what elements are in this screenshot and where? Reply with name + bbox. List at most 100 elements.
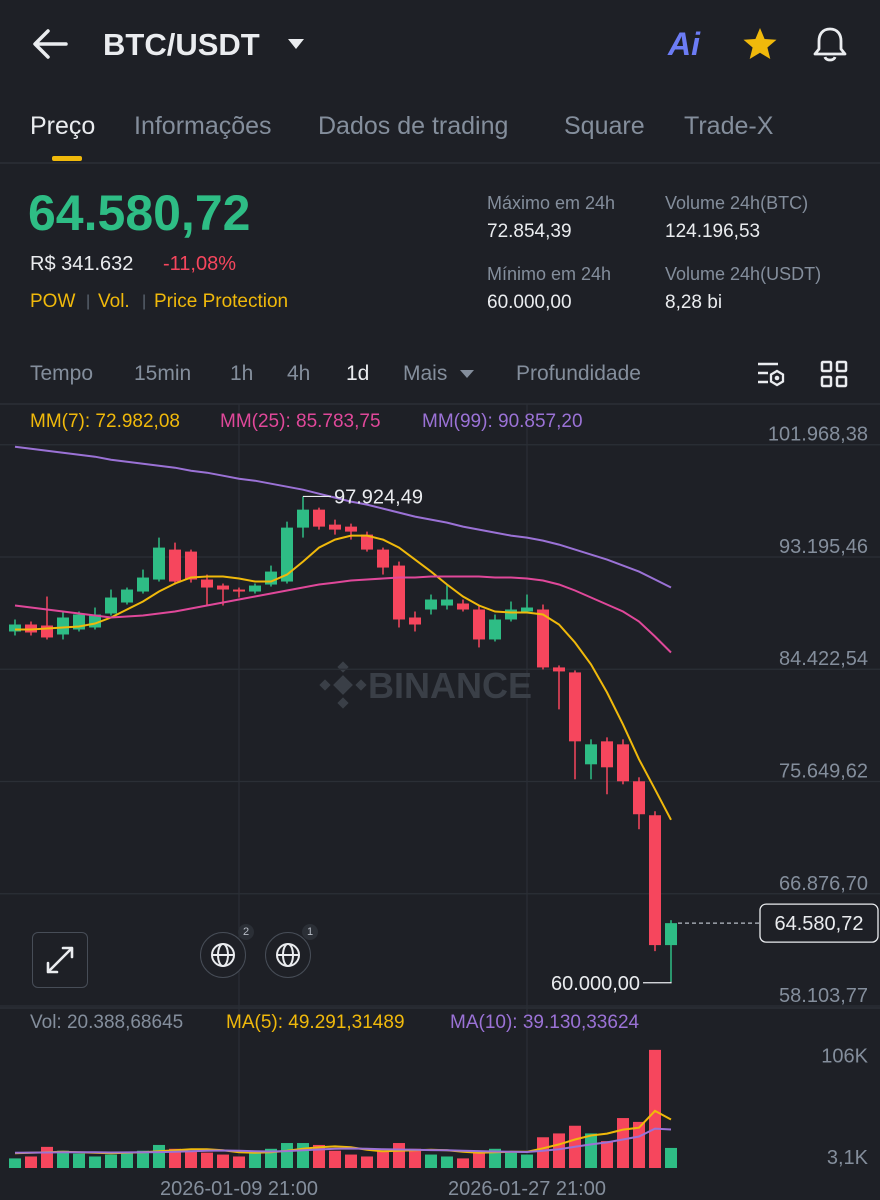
y-tick-label: 101.968,38 xyxy=(768,424,868,446)
candle-body xyxy=(233,589,245,592)
candle-body xyxy=(265,571,277,585)
tab-active[interactable]: Preço xyxy=(30,112,96,140)
stat-label: Máximo em 24h xyxy=(487,193,616,213)
candle-body xyxy=(329,524,341,530)
candle-body xyxy=(345,526,357,532)
fiat-price: R$ 341.632 xyxy=(30,253,134,275)
candle-body xyxy=(281,527,293,582)
tag-separator: | xyxy=(142,293,147,310)
tab[interactable]: Dados de trading xyxy=(318,112,509,140)
last-price-label: 64.580,72 xyxy=(775,913,864,935)
candle-body xyxy=(377,549,389,568)
x-tick-label: 2026-01-09 21:00 xyxy=(160,1178,318,1200)
volume-bar xyxy=(457,1158,469,1168)
high-marker-label: 97.924,49 xyxy=(334,486,423,508)
candle-body xyxy=(505,609,517,620)
tab[interactable]: Square xyxy=(564,112,645,140)
candle-body xyxy=(25,624,37,633)
volume-bar xyxy=(377,1150,389,1168)
news-button[interactable] xyxy=(265,932,311,978)
stat-value: 72.854,39 xyxy=(487,221,572,242)
pair-title[interactable]: BTC/USDT xyxy=(103,27,260,62)
volume-bar xyxy=(393,1143,405,1168)
indicator-settings[interactable] xyxy=(756,359,788,389)
news-button[interactable] xyxy=(200,932,246,978)
candle-body xyxy=(617,744,629,782)
tab[interactable]: Informações xyxy=(134,112,272,140)
low-marker-line xyxy=(643,981,672,984)
volume-bar xyxy=(361,1156,373,1168)
interval[interactable]: 1h xyxy=(230,362,254,385)
ai-button[interactable]: Ai xyxy=(668,26,700,62)
tag-separator: | xyxy=(86,293,91,310)
tag[interactable]: POW xyxy=(30,291,76,312)
candle-body xyxy=(521,607,533,612)
interval[interactable]: Profundidade xyxy=(516,362,641,385)
volume-bar xyxy=(473,1152,485,1168)
candle-body xyxy=(665,923,677,946)
ma-line xyxy=(14,1127,672,1154)
tag[interactable]: Vol. xyxy=(98,291,130,312)
interval[interactable]: Tempo xyxy=(30,362,94,385)
volume-ma-legend: MA(5): 49.291,31489 xyxy=(226,1012,405,1033)
badge: 2 xyxy=(238,924,254,940)
candle-body xyxy=(217,585,229,590)
volume-bar xyxy=(217,1154,229,1168)
ma-line xyxy=(14,445,672,589)
candle-body xyxy=(41,625,53,638)
candle-body xyxy=(457,603,469,610)
candle-body xyxy=(601,741,613,768)
y-tick-label: 3,1K xyxy=(827,1147,869,1169)
interval[interactable]: 4h xyxy=(287,362,311,385)
pair-dropdown[interactable] xyxy=(286,37,306,51)
volume-bar xyxy=(441,1156,453,1168)
volume-bar xyxy=(25,1156,37,1168)
back-button[interactable] xyxy=(30,26,70,62)
candle-body xyxy=(633,781,645,815)
favorite-button[interactable] xyxy=(741,26,779,62)
volume-bar xyxy=(185,1150,197,1168)
more-caret xyxy=(460,370,474,378)
tab[interactable]: Trade-X xyxy=(684,112,774,140)
candle-body xyxy=(409,617,421,625)
layout-button[interactable] xyxy=(820,360,848,388)
ma-line xyxy=(15,534,672,821)
price-change: -11,08% xyxy=(163,253,237,275)
last-price-box xyxy=(759,903,879,943)
candle-body xyxy=(425,599,437,610)
volume-bar xyxy=(137,1150,149,1168)
volume-bar xyxy=(105,1154,117,1168)
volume-bar xyxy=(41,1146,53,1168)
volume-bar xyxy=(297,1143,309,1168)
candle-body xyxy=(537,609,549,668)
tag[interactable]: Price Protection xyxy=(154,291,289,312)
ma-legend: MM(99): 90.857,20 xyxy=(422,411,583,432)
volume-bar xyxy=(153,1144,165,1168)
volume-bar xyxy=(409,1148,421,1168)
candle-body xyxy=(9,624,21,632)
y-tick-label: 66.876,70 xyxy=(779,873,868,895)
volume-bar xyxy=(233,1156,245,1168)
stat-label: Volume 24h(BTC) xyxy=(665,193,809,213)
candle-body xyxy=(313,509,325,527)
candle-body xyxy=(297,509,309,528)
notification-button[interactable] xyxy=(810,24,850,64)
binance-logo xyxy=(319,661,367,709)
watermark: BINANCE xyxy=(368,665,532,706)
volume-bar xyxy=(601,1141,613,1168)
interval[interactable]: 15min xyxy=(134,362,192,385)
volume-bar xyxy=(281,1143,293,1168)
interval-more[interactable]: Mais xyxy=(403,362,448,385)
last-price: 64.580,72 xyxy=(28,185,251,241)
stat-value: 8,28 bi xyxy=(665,292,723,313)
interval-active[interactable]: 1d xyxy=(346,362,370,385)
candle-body xyxy=(585,744,597,765)
candle-body xyxy=(249,585,261,592)
volume-bar xyxy=(89,1156,101,1168)
fullscreen-button[interactable] xyxy=(32,932,88,988)
y-tick-label: 93.195,46 xyxy=(779,536,868,558)
volume-bar xyxy=(553,1133,565,1168)
